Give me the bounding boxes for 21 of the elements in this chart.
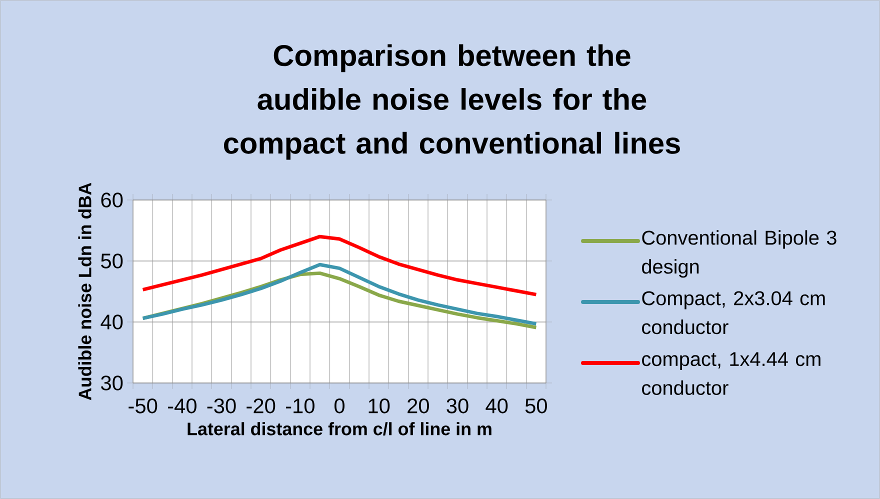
y-tick-label: 60	[101, 192, 123, 208]
x-tick-label: -50	[128, 398, 158, 414]
x-tick-label: 40	[486, 398, 508, 414]
y-tick-label: 30	[101, 376, 123, 390]
x-tick-label: 50	[525, 398, 547, 414]
x-tick-label: 0	[334, 398, 345, 414]
y-tick-label: 50	[101, 254, 123, 268]
x-tick-label: 20	[408, 398, 429, 414]
x-axis-title: Lateral distance from c/l of line in m	[188, 422, 492, 436]
x-tick-label: -10	[286, 398, 314, 414]
x-tick-label: -20	[246, 398, 276, 414]
y-tick-label: 40	[100, 314, 123, 330]
line-series	[141, 234, 538, 296]
legend-label: Conventional Bipole 3 design	[642, 230, 836, 278]
x-tick-label: -30	[207, 398, 236, 414]
x-tick-label: 10	[368, 398, 390, 414]
chart-title: Comparison between the audible noise levels for the compact and conventional lines	[224, 44, 680, 160]
x-tick-label: -40	[168, 398, 196, 414]
x-tick-label: 30	[446, 398, 468, 414]
legend-label: compact, 1x4.44 cm conductor	[642, 352, 820, 395]
y-axis-title: Audible noise Ldn in dBA	[78, 182, 92, 400]
